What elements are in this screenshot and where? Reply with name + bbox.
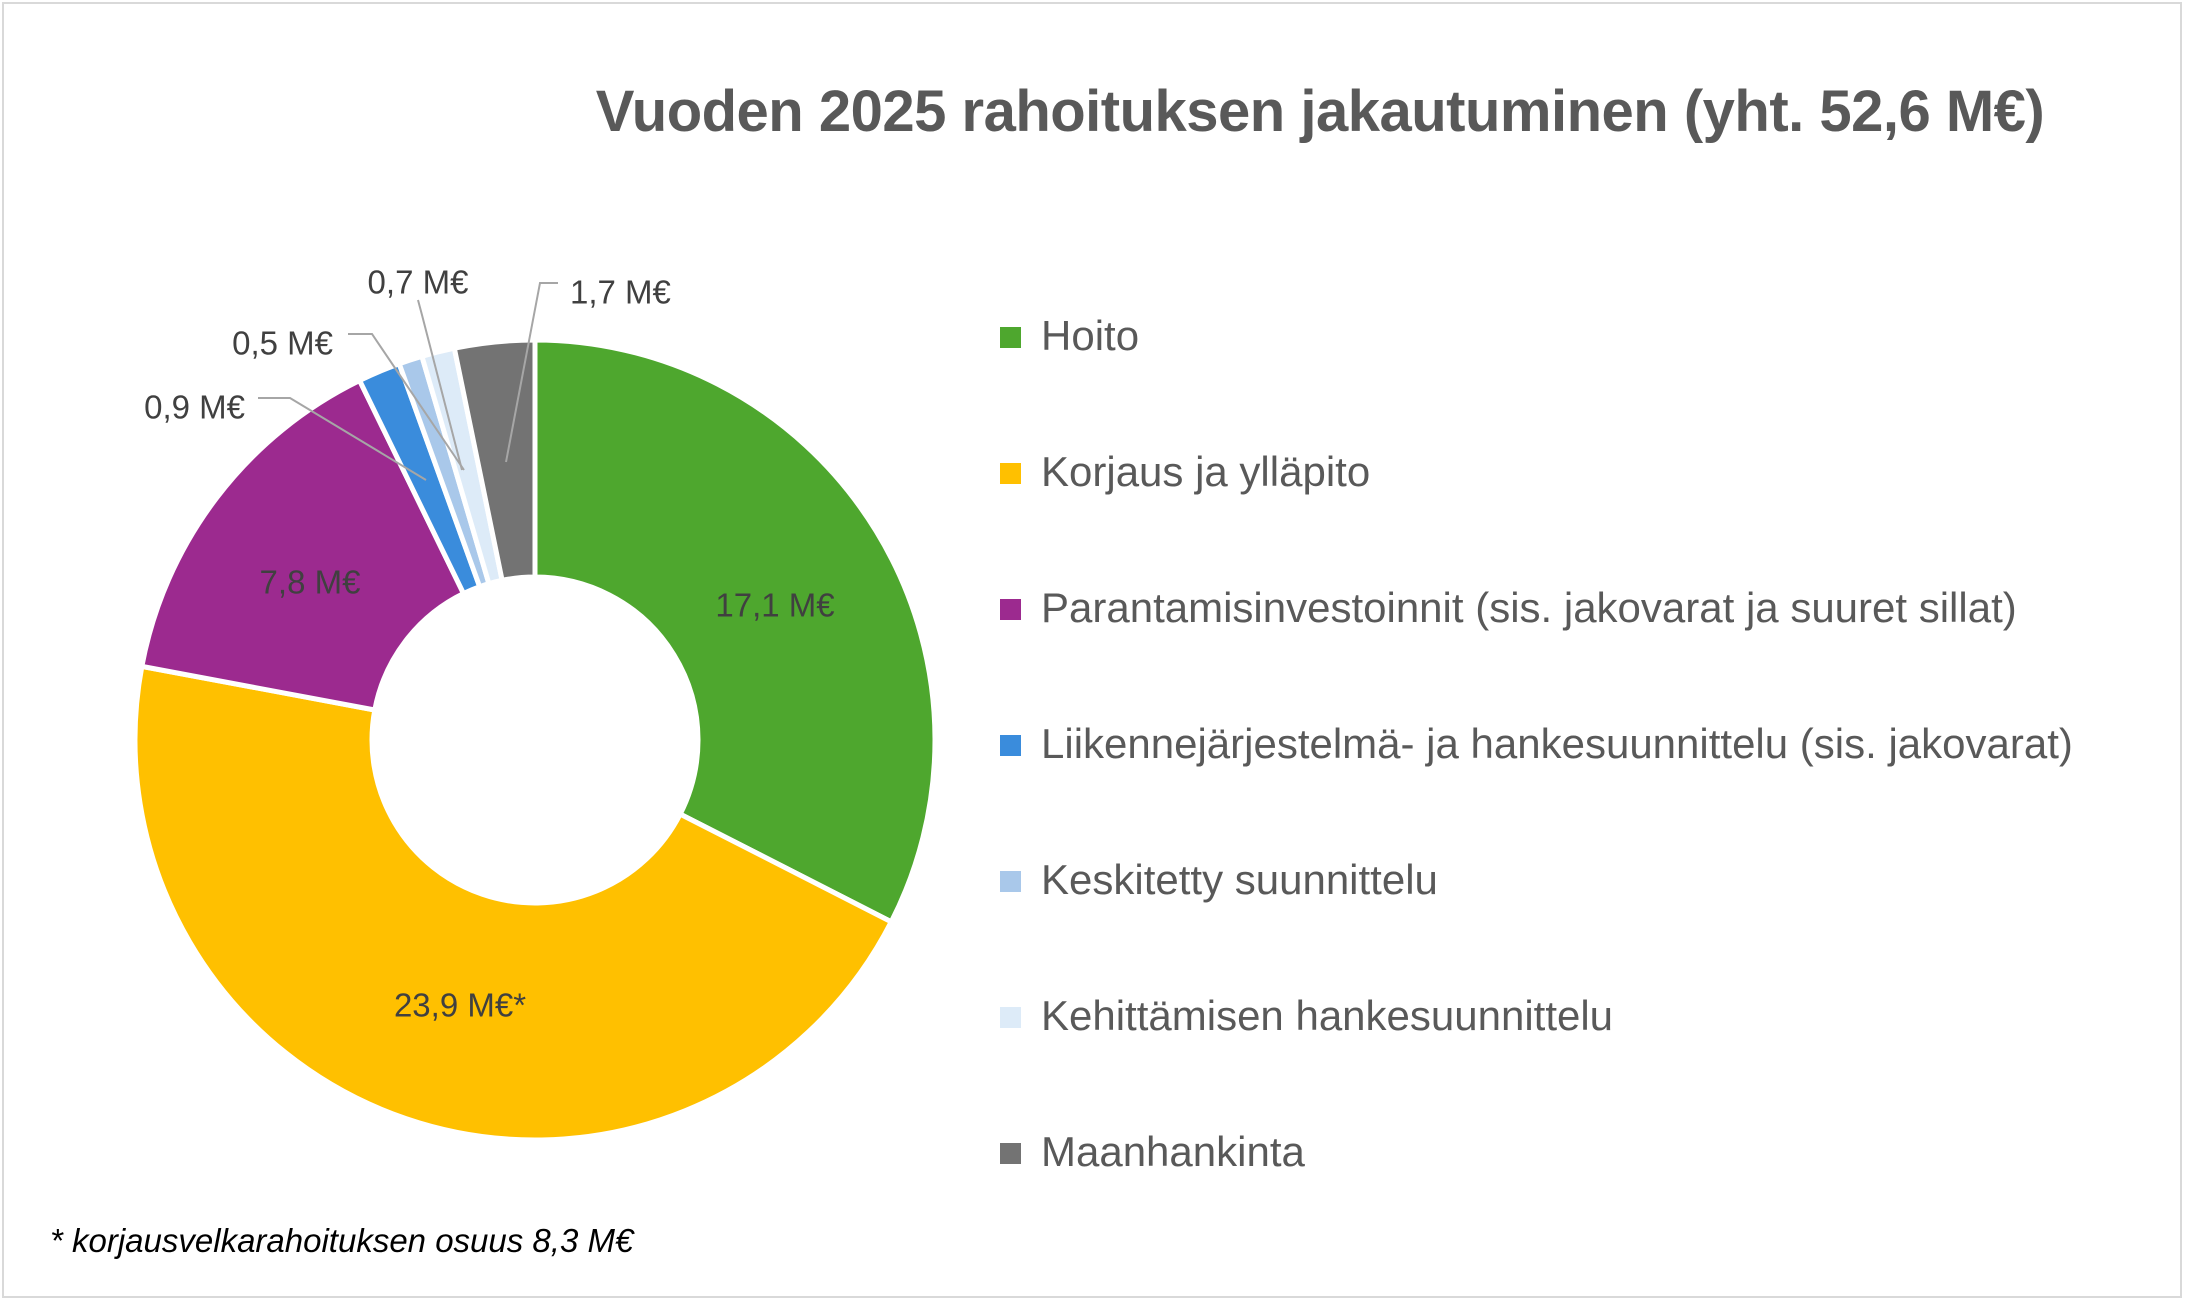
legend-label: Liikennejärjestelmä- ja hankesuunnittelu… (1041, 720, 2073, 767)
data-label-liikennejarjestelma-ja-hankesuunnittelu-sis-jakovarat: 0,9 M€ (144, 389, 245, 426)
legend-item-liikennejarjestelma-ja-hankesuunnittelu-sis-jakovarat: Liikennejärjestelmä- ja hankesuunnittelu… (1000, 708, 2073, 844)
legend-label: Maanhankinta (1041, 1128, 1305, 1175)
legend-item-kehittamisen-hankesuunnittelu: Kehittämisen hankesuunnittelu (1000, 980, 2073, 1116)
legend-label: Keskitetty suunnittelu (1041, 856, 1438, 903)
chart-footnote: * korjausvelkarahoituksen osuus 8,3 M€ (50, 1222, 634, 1259)
legend-item-maanhankinta: Maanhankinta (1000, 1116, 2073, 1252)
legend-swatch (1000, 463, 1021, 484)
legend-swatch (1000, 599, 1021, 620)
data-label-kehittamisen-hankesuunnittelu: 0,7 M€ (368, 264, 469, 301)
legend-item-korjaus-ja-yllapito: Korjaus ja ylläpito (1000, 436, 2073, 572)
slice-parantamisinvestoinnit-sis-jakovarat-ja-suuret-sillat (139, 378, 467, 713)
data-label-keskitetty-suunnittelu: 0,5 M€ (232, 325, 333, 362)
legend-item-keskitetty-suunnittelu: Keskitetty suunnittelu (1000, 844, 2073, 980)
legend-item-parantamisinvestoinnit-sis-jakovarat-ja-suuret-sillat: Parantamisinvestoinnit (sis. jakovarat j… (1000, 572, 2073, 708)
leader-line-liikennejarjestelma-ja-hankesuunnittelu-sis-jakovarat (258, 397, 427, 481)
legend-label: Korjaus ja ylläpito (1041, 448, 1371, 495)
legend-item-hoito: Hoito (1000, 300, 2073, 436)
data-label-parantamisinvestoinnit-sis-jakovarat-ja-suuret-sillat: 7,8 M€ (260, 564, 361, 601)
slice-hoito (532, 337, 938, 925)
legend-swatch (1000, 871, 1021, 892)
legend-swatch (1000, 1007, 1021, 1028)
legend-label: Kehittämisen hankesuunnittelu (1041, 992, 1614, 1039)
leader-line-maanhankinta (505, 282, 558, 463)
data-label-maanhankinta: 1,7 M€ (570, 274, 671, 311)
legend-label: Parantamisinvestoinnit (sis. jakovarat j… (1041, 584, 2017, 631)
slice-korjaus-ja-yllapito (132, 663, 894, 1143)
legend-swatch (1000, 1143, 1021, 1164)
legend-swatch (1000, 735, 1021, 756)
chart-title: Vuoden 2025 rahoituksen jakautuminen (yh… (595, 79, 2045, 144)
data-label-hoito: 17,1 M€ (715, 587, 834, 624)
legend-label: Hoito (1041, 312, 1140, 359)
leader-line-keskitetty-suunnittelu (348, 333, 465, 471)
chart-legend: Hoito Korjaus ja ylläpito Parantamisinvest… (1000, 300, 2073, 1252)
legend-swatch (1000, 327, 1021, 348)
leader-line-kehittamisen-hankesuunnittelu (417, 299, 463, 471)
data-label-korjaus-ja-yllapito: 23,9 M€* (394, 987, 526, 1024)
slice-maanhankinta (451, 337, 538, 583)
